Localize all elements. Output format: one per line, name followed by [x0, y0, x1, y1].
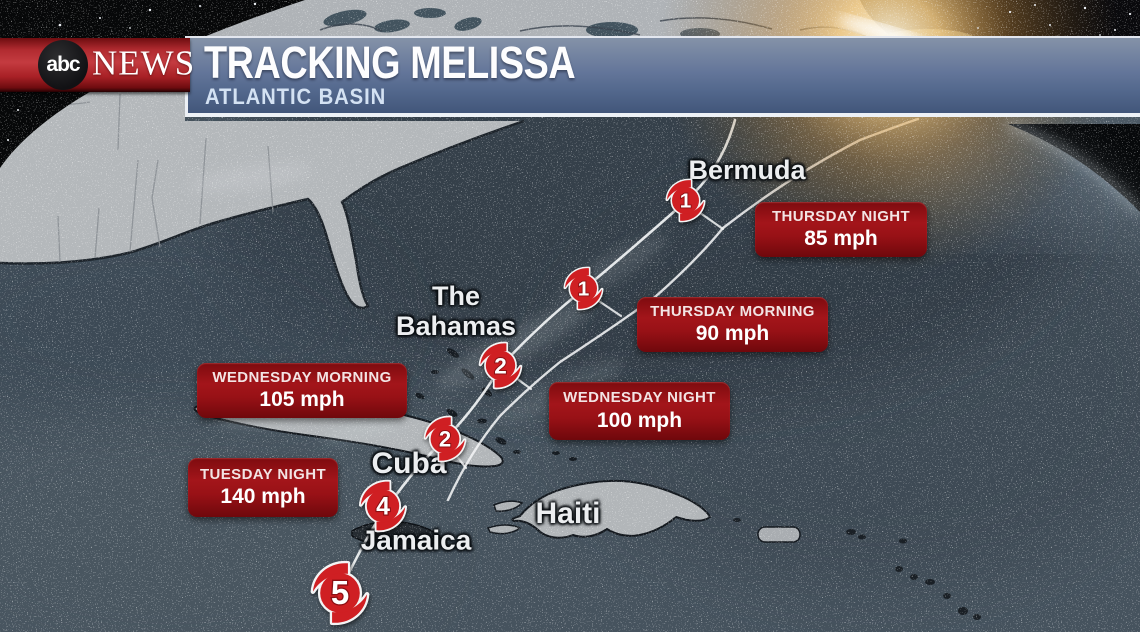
callout-tuesday-night: TUESDAY NIGHT 140 mph: [188, 458, 338, 517]
abc-logo-text: abc: [46, 53, 80, 76]
svg-text:1: 1: [680, 190, 692, 213]
callout-wind: 100 mph: [596, 408, 683, 432]
callout-wind: 140 mph: [220, 485, 306, 509]
svg-text:1: 1: [578, 278, 590, 301]
hurricane-icon-cat2-cuba: 2: [423, 415, 467, 463]
header-banner: TRACKING MELISSA ATLANTIC BASIN: [185, 36, 1140, 117]
news-wordmark: NEWS: [92, 43, 196, 83]
callout-time: WEDNESDAY MORNING: [212, 368, 392, 386]
callout-thursday-night: THURSDAY NIGHT 85 mph: [755, 202, 927, 257]
abc-logo-circle: abc: [38, 40, 88, 90]
label-bahamas-line1: The: [431, 280, 481, 311]
label-haiti: Haiti: [535, 497, 601, 531]
hurricane-icon-cat5: 5: [307, 560, 373, 626]
page-title: TRACKING MELISSA: [204, 37, 576, 88]
callout-time: TUESDAY NIGHT: [199, 465, 327, 483]
label-cuba: Cuba: [371, 447, 447, 481]
callout-wednesday-morning: WEDNESDAY MORNING 105 mph: [197, 363, 407, 418]
callout-wednesday-night: WEDNESDAY NIGHT 100 mph: [549, 382, 730, 440]
callout-time: THURSDAY NIGHT: [771, 207, 911, 225]
svg-text:5: 5: [331, 574, 349, 611]
callout-wind: 85 mph: [804, 227, 878, 251]
svg-text:4: 4: [376, 494, 390, 521]
hurricane-icon-cat2-bahamas: 2: [478, 341, 523, 390]
abc-news-logo: abc NEWS: [0, 38, 194, 92]
svg-text:2: 2: [494, 353, 507, 378]
callout-thursday-morning: THURSDAY MORNING 90 mph: [637, 297, 828, 352]
page-subtitle: ATLANTIC BASIN: [205, 84, 387, 109]
callout-wind: 90 mph: [695, 322, 770, 346]
label-bahamas-line2: Bahamas: [395, 311, 517, 341]
label-bermuda: Bermuda: [688, 154, 806, 185]
hurricane-icon-cat1-atlantic: 1: [563, 266, 604, 311]
hurricane-icon-cat1-bermuda: 1: [665, 178, 706, 223]
label-bahamas: The Bahamas: [396, 281, 516, 341]
hurricane-icon-cat4: 4: [358, 479, 408, 533]
svg-text:2: 2: [439, 427, 451, 452]
callout-time: WEDNESDAY NIGHT: [563, 389, 716, 407]
callout-wind: 105 mph: [259, 388, 345, 412]
callout-time: THURSDAY MORNING: [650, 302, 815, 320]
